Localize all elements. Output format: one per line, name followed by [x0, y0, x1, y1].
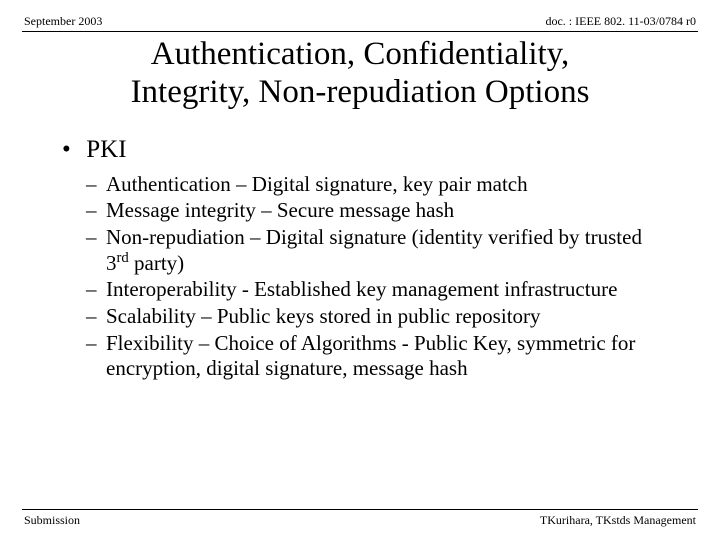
footer-right: TKurihara, TKstds Management — [540, 513, 696, 528]
dash-icon: – — [86, 277, 106, 303]
bullet-row: • PKI — [62, 136, 698, 164]
sub-item: –Authentication – Digital signature, key… — [86, 172, 668, 198]
dash-icon: – — [86, 304, 106, 330]
sub-item: –Non-repudiation – Digital signature (id… — [86, 225, 668, 276]
sub-item: –Message integrity – Secure message hash — [86, 198, 668, 224]
dash-icon: – — [86, 172, 106, 198]
superscript: rd — [117, 250, 129, 266]
sub-item-text: Interoperability - Established key manag… — [106, 277, 668, 303]
header-date: September 2003 — [24, 14, 102, 29]
sub-list: –Authentication – Digital signature, key… — [22, 172, 698, 382]
sub-item-text: Flexibility – Choice of Algorithms - Pub… — [106, 331, 668, 382]
footer-left: Submission — [24, 513, 80, 528]
sub-item: –Flexibility – Choice of Algorithms - Pu… — [86, 331, 668, 382]
dash-icon: – — [86, 331, 106, 382]
sub-item-text: Authentication – Digital signature, key … — [106, 172, 668, 198]
footer-row: Submission TKurihara, TKstds Management — [22, 513, 698, 528]
sub-item-text: Scalability – Public keys stored in publ… — [106, 304, 668, 330]
bullet-marker: • — [62, 136, 80, 164]
header-rule — [22, 31, 698, 32]
bullet-label: PKI — [86, 136, 126, 163]
sub-item-text: Message integrity – Secure message hash — [106, 198, 668, 224]
header-row: September 2003 doc. : IEEE 802. 11-03/07… — [22, 14, 698, 31]
footer: Submission TKurihara, TKstds Management — [22, 509, 698, 528]
header-docid: doc. : IEEE 802. 11-03/0784 r0 — [545, 14, 696, 29]
bullet-section: • PKI — [22, 136, 698, 164]
title-line2: Integrity, Non-repudiation Options — [131, 74, 590, 110]
sub-item: –Interoperability - Established key mana… — [86, 277, 668, 303]
dash-icon: – — [86, 225, 106, 276]
title-line1: Authentication, Confidentiality, — [151, 36, 570, 72]
page-title: Authentication, Confidentiality, Integri… — [22, 36, 698, 112]
dash-icon: – — [86, 198, 106, 224]
footer-rule — [22, 509, 698, 510]
sub-item: –Scalability – Public keys stored in pub… — [86, 304, 668, 330]
sub-item-text: Non-repudiation – Digital signature (ide… — [106, 225, 668, 276]
